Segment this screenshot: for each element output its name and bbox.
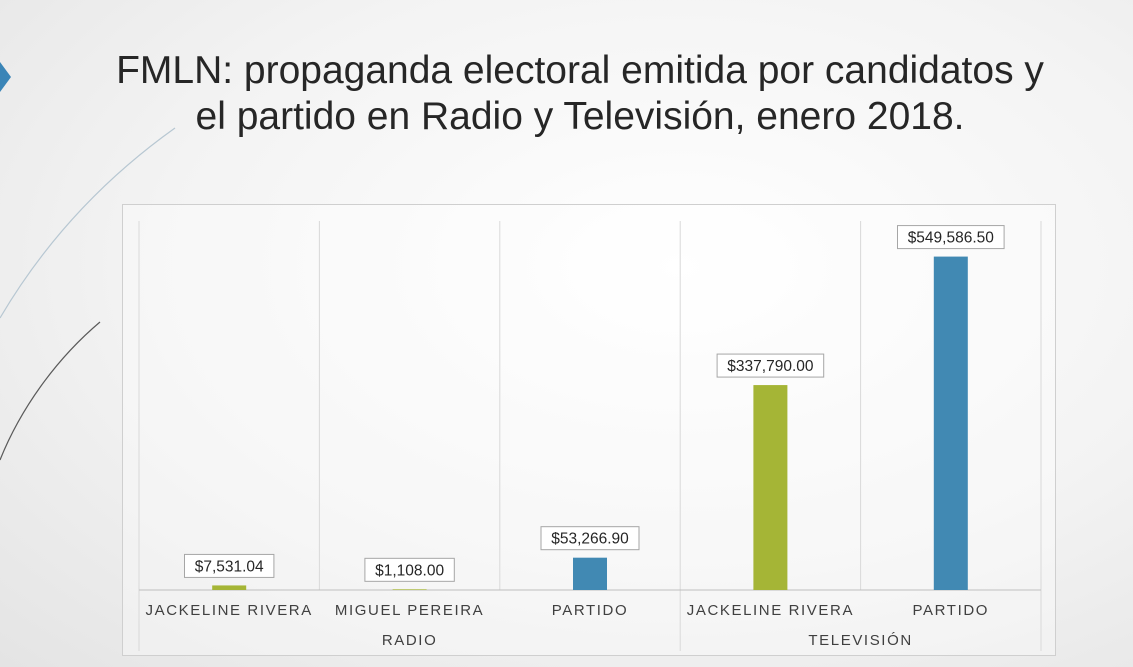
data-label-4: $337,790.00	[727, 358, 814, 375]
title-line-1: FMLN: propaganda electoral emitida por c…	[116, 49, 1044, 92]
swoosh-line-1	[0, 127, 176, 319]
data-label-3: $53,266.90	[551, 531, 629, 548]
data-label-5: $549,586.50	[908, 230, 995, 247]
data-label-box	[897, 225, 1005, 250]
page-title: FMLN: propaganda electoral emitida por c…	[30, 48, 1130, 140]
chart-area: $7,531.04 JACKELINE RIVERA $1,108.00 MIGUEL…	[122, 204, 1056, 656]
title-line-2: el partido en Radio y Televisión, enero …	[195, 95, 965, 138]
category-label-1: JACKELINE RIVERA	[146, 602, 313, 619]
group-label-1: RADIO	[382, 632, 438, 649]
bar-4	[753, 385, 788, 590]
bar-2	[392, 589, 427, 590]
category-label-2: MIGUEL PEREIRA	[335, 602, 484, 619]
bar-5	[933, 256, 968, 590]
accent-arrow-icon	[0, 62, 11, 92]
bar-3	[573, 557, 607, 590]
group-label-2: TELEVISIÓN	[808, 632, 912, 649]
data-label-box	[364, 557, 455, 582]
data-label-box	[540, 526, 640, 551]
category-label-3: PARTIDO	[552, 602, 629, 619]
decorative-swoosh	[0, 62, 176, 461]
bar-chart: $7,531.04 JACKELINE RIVERA $1,108.00 MIGUEL…	[138, 221, 1042, 651]
data-label-1: $7,531.04	[195, 558, 264, 575]
data-label-2: $1,108.00	[375, 562, 444, 579]
data-label-box	[716, 353, 825, 378]
swoosh-line-2	[0, 321, 101, 461]
data-label-box	[184, 553, 275, 578]
category-label-5: PARTIDO	[913, 602, 990, 619]
category-label-4: JACKELINE RIVERA	[687, 602, 854, 619]
bar-1	[212, 585, 247, 590]
